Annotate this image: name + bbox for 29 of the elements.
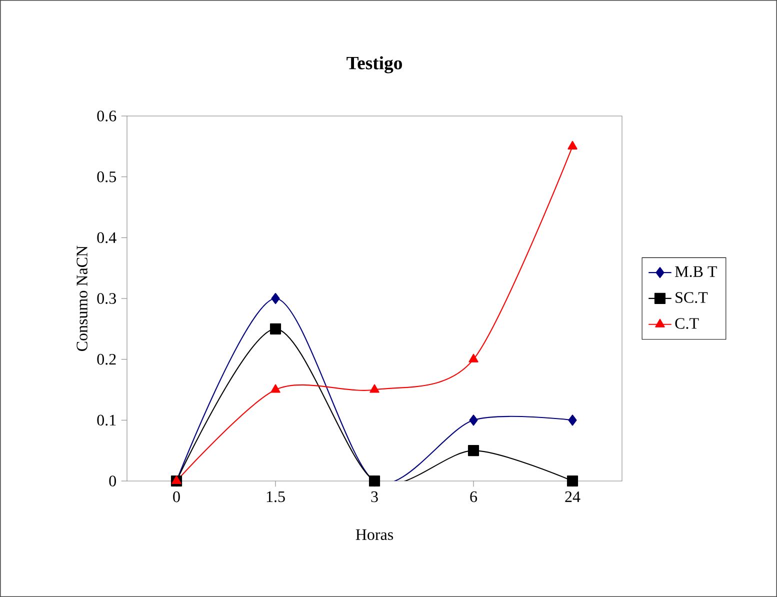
point bbox=[370, 384, 380, 393]
x-tick-label: 3 bbox=[371, 491, 378, 502]
y-tick-label: 0.4 bbox=[97, 232, 116, 244]
point bbox=[270, 323, 282, 334]
x-tick-label: 6 bbox=[470, 491, 478, 502]
y-tick-label: 0.6 bbox=[97, 110, 116, 122]
point bbox=[468, 445, 480, 456]
point bbox=[270, 384, 280, 393]
legend-label: C.T bbox=[675, 318, 699, 329]
x-tick-label: 1.5 bbox=[266, 491, 285, 502]
x-tick-label: 24 bbox=[565, 491, 580, 502]
x-axis-title: Horas bbox=[356, 529, 394, 540]
y-tick-label: 0.3 bbox=[97, 293, 116, 304]
point bbox=[568, 140, 578, 150]
point bbox=[469, 414, 478, 426]
y-tick-label: 0.2 bbox=[97, 354, 116, 365]
y-axis-title: Consumo NaCN bbox=[76, 246, 88, 351]
chart-title: Testigo bbox=[346, 56, 402, 74]
y-tick-label: 0.5 bbox=[97, 171, 116, 182]
y-tick-label: 0 bbox=[109, 476, 116, 486]
point bbox=[566, 475, 578, 487]
y-tick-label: 0.1 bbox=[97, 414, 116, 426]
point bbox=[468, 354, 478, 362]
legend-label: SC.T bbox=[676, 292, 708, 303]
point bbox=[271, 292, 280, 304]
point bbox=[172, 475, 182, 484]
x-tick-label: 0 bbox=[173, 491, 180, 502]
point bbox=[568, 414, 577, 426]
legend-label: M.B T bbox=[675, 266, 717, 278]
